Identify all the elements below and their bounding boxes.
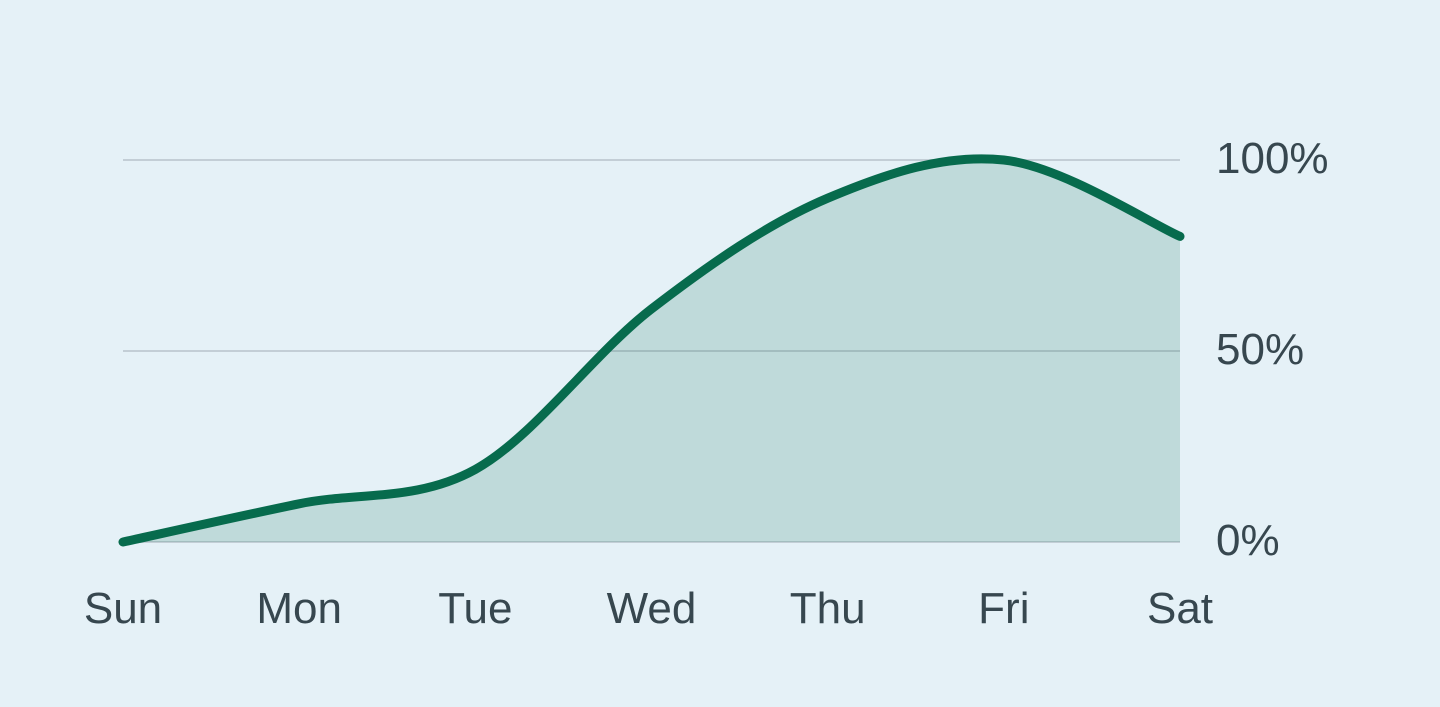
y-tick-label-0: 0% <box>1216 516 1280 566</box>
x-tick-label-fri: Fri <box>978 584 1030 633</box>
x-tick-label-thu: Thu <box>789 584 866 633</box>
x-tick-label-wed: Wed <box>606 584 697 633</box>
x-tick-label-sat: Sat <box>1146 584 1214 633</box>
x-tick-label-tue: Tue <box>438 584 513 633</box>
area-fill <box>123 158 1180 543</box>
trend-line <box>118 154 1185 547</box>
x-tick-label-sun: Sun <box>83 584 163 633</box>
y-tick-label-50: 50% <box>1216 325 1305 375</box>
x-tick-label-mon: Mon <box>256 584 342 633</box>
y-tick-label-100: 100% <box>1216 134 1329 184</box>
